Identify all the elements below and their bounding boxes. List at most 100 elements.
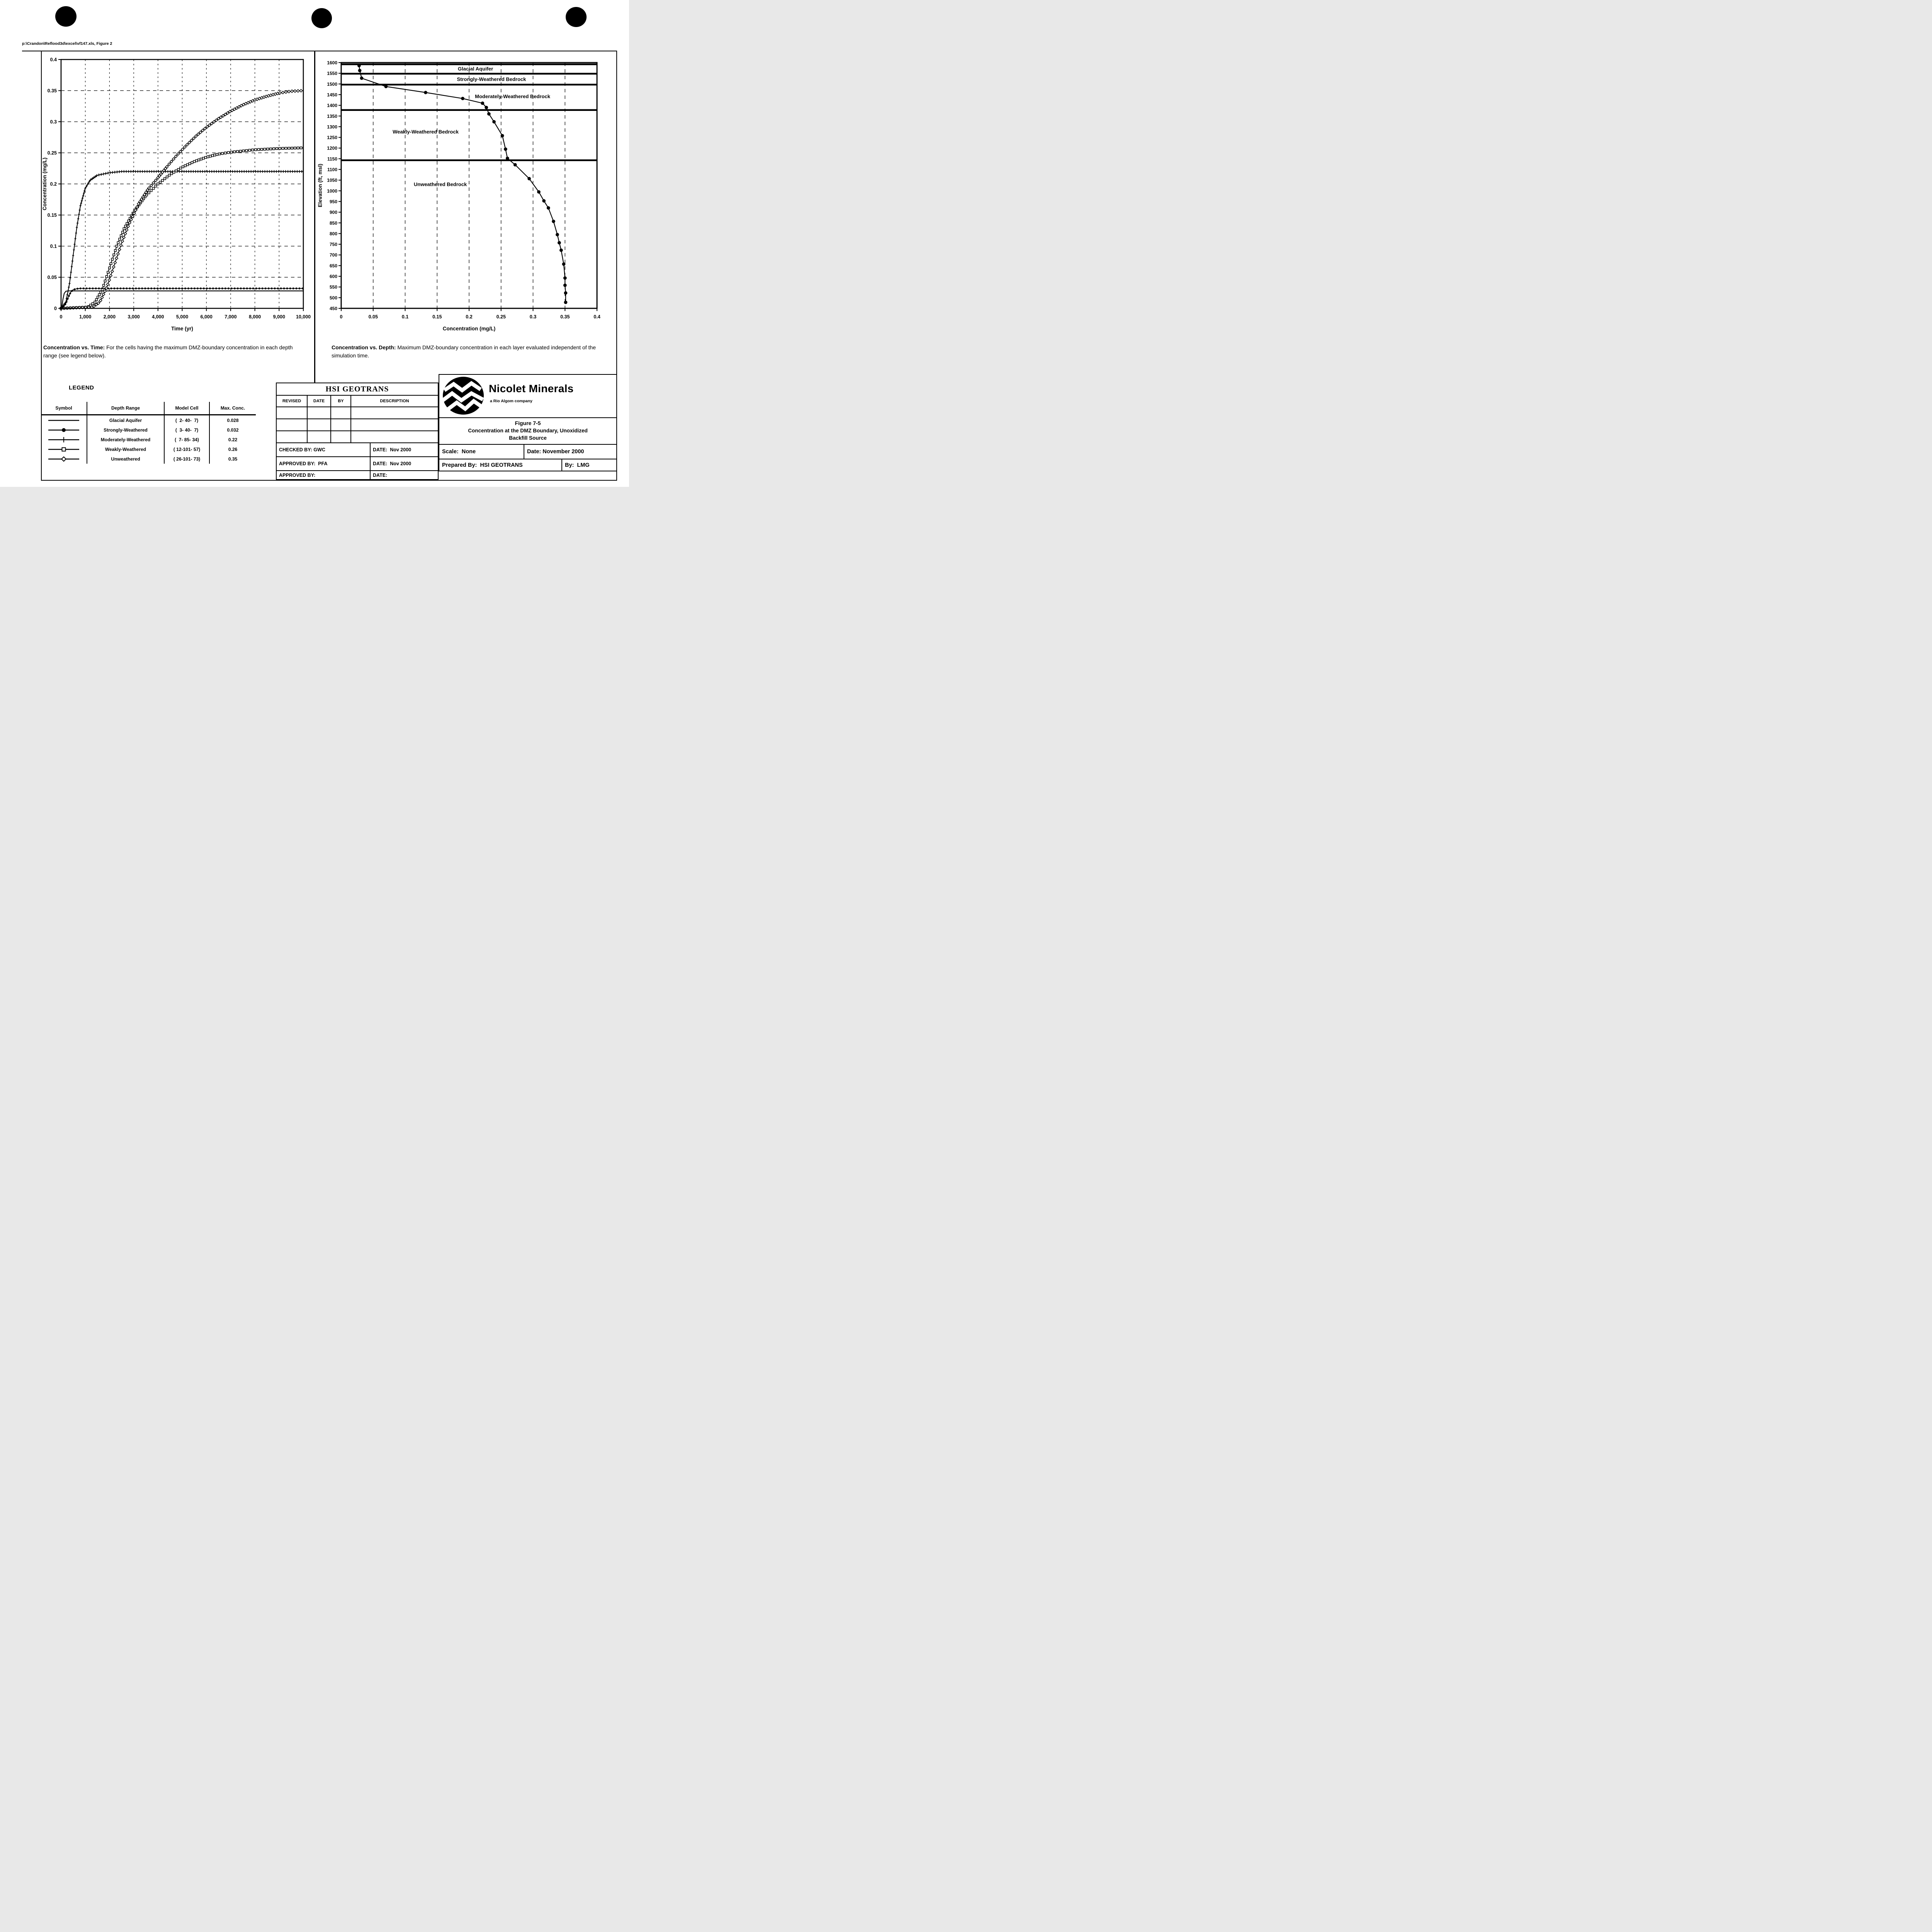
figure-title-line-2: Backfill Source	[509, 435, 547, 441]
scale-date-row: Scale: None Date: November 2000	[439, 445, 616, 459]
square-open-symbol-icon	[48, 447, 79, 451]
revision-block: HSI GEOTRANS REVISED DATE BY DESCRIPTION…	[276, 383, 439, 480]
legend-depth-range: Glacial Aquifer	[87, 415, 164, 425]
svg-text:1350: 1350	[327, 114, 337, 119]
revision-empty-row	[277, 407, 438, 419]
revision-empty-cell	[277, 407, 307, 418]
revision-empty-row	[277, 431, 438, 443]
figure-frame	[41, 51, 617, 481]
svg-text:1250: 1250	[327, 135, 337, 140]
file-path-header: p:\Crandon\Reflood3d\excel\vf147.xls, Fi…	[22, 41, 115, 51]
line-symbol-icon	[48, 420, 79, 421]
scale-label: Scale: None	[442, 449, 476, 455]
svg-text:1500: 1500	[327, 82, 337, 87]
approved-by-label-2: APPROVED BY:	[279, 472, 316, 478]
revision-empty-row	[277, 419, 438, 431]
left-caption-lead: Concentration vs. Time:	[43, 344, 105, 350]
legend-max-conc: 0.35	[209, 454, 256, 464]
svg-text:10,000: 10,000	[296, 314, 311, 320]
revision-empty-cell	[307, 431, 330, 442]
binder-hole	[566, 7, 587, 27]
legend-title: LEGEND	[69, 384, 94, 391]
legend-symbol-cell	[41, 425, 87, 435]
svg-text:0: 0	[54, 306, 57, 311]
svg-text:950: 950	[330, 199, 337, 204]
svg-text:Concentration (mg/L): Concentration (mg/L)	[42, 158, 48, 211]
svg-text:Unweathered Bedrock: Unweathered Bedrock	[414, 182, 467, 187]
svg-text:0.2: 0.2	[466, 314, 472, 320]
right-caption-lead: Concentration vs. Depth:	[332, 344, 396, 350]
legend-symbol-cell	[41, 444, 87, 454]
svg-text:Moderately-Weathered Bedrock: Moderately-Weathered Bedrock	[475, 94, 551, 99]
svg-text:2,000: 2,000	[104, 314, 116, 320]
svg-text:Weakly-Weathered Bedrock: Weakly-Weathered Bedrock	[393, 129, 459, 135]
diamond-open-symbol-icon	[48, 456, 79, 462]
svg-text:3,000: 3,000	[128, 314, 139, 320]
svg-text:1450: 1450	[327, 92, 337, 97]
svg-text:0.15: 0.15	[48, 213, 57, 218]
legend-header-row: Symbol Depth Range Model Cell Max. Conc.	[41, 402, 256, 415]
revision-empty-cell	[277, 419, 307, 430]
legend-model-cell: ( 2- 40- 7)	[164, 415, 209, 425]
legend-depth-range: Unweathered	[87, 454, 164, 464]
legend-table: Symbol Depth Range Model Cell Max. Conc. Gla…	[41, 402, 256, 464]
legend-row: Strongly-Weathered( 3- 40- 7) 0.032	[41, 425, 256, 435]
legend-header-cell: Model Cell	[164, 402, 209, 415]
svg-text:0.15: 0.15	[432, 314, 442, 320]
legend-symbol-cell	[41, 435, 87, 444]
revision-empty-cell	[277, 431, 307, 442]
legend-model-cell: ( 7- 85- 34)	[164, 435, 209, 444]
legend-depth-range: Strongly-Weathered	[87, 425, 164, 435]
svg-text:Strongly-Weathered Bedrock: Strongly-Weathered Bedrock	[457, 77, 526, 82]
svg-text:1550: 1550	[327, 71, 337, 76]
left-caption-text: For the cells having the maximum DMZ-bou…	[43, 344, 293, 359]
circle-filled-symbol-icon	[48, 428, 79, 432]
revision-empty-cell	[330, 431, 350, 442]
approved-by-row-2: APPROVED BY: DATE:	[277, 471, 438, 479]
checked-by-row: CHECKED BY: GWC DATE: Nov 2000	[277, 443, 438, 457]
svg-text:0.4: 0.4	[594, 314, 600, 320]
svg-text:0.05: 0.05	[48, 275, 57, 280]
revision-col-revised: REVISED	[282, 399, 301, 403]
svg-text:Time (yr): Time (yr)	[171, 326, 193, 332]
prepared-by-label: Prepared By: HSI GEOTRANS	[442, 462, 523, 468]
title-block: Nicolet Minerals a Rio Algom company Fig…	[439, 374, 617, 471]
legend-max-conc: 0.032	[209, 425, 256, 435]
svg-text:650: 650	[330, 263, 337, 269]
svg-text:0.2: 0.2	[50, 182, 57, 187]
legend-max-conc: 0.028	[209, 415, 256, 425]
svg-text:600: 600	[330, 274, 337, 279]
center-divider	[314, 51, 315, 383]
legend-row: Unweathered( 26-101- 73) 0.35	[41, 454, 256, 464]
legend-symbol-cell	[41, 454, 87, 464]
legend-header-cell: Symbol	[41, 402, 87, 415]
svg-text:1600: 1600	[327, 60, 337, 66]
revision-col-by: BY	[330, 396, 350, 406]
svg-text:0.35: 0.35	[560, 314, 570, 320]
svg-text:750: 750	[330, 242, 337, 247]
binder-hole	[55, 6, 77, 27]
revision-col-description: DESCRIPTION	[350, 396, 438, 406]
svg-text:8,000: 8,000	[249, 314, 261, 320]
right-caption-text: Maximum DMZ-boundary concentration in ea…	[332, 344, 596, 359]
revision-company: HSI GEOTRANS	[325, 384, 389, 393]
approved-date-label-2: DATE:	[370, 471, 438, 479]
right-chart-caption: Concentration vs. Depth: Maximum DMZ-bou…	[332, 344, 611, 360]
legend-header-cell: Depth Range	[87, 402, 164, 415]
legend-row: Glacial Aquifer( 2- 40- 7) 0.028	[41, 415, 256, 425]
svg-text:4,000: 4,000	[152, 314, 164, 320]
legend-row: Weakly-Weathered( 12-101- 57) 0.26	[41, 444, 256, 454]
svg-text:550: 550	[330, 284, 337, 290]
company-name: Nicolet Minerals	[489, 383, 574, 395]
figure-page: p:\Crandon\Reflood3d\excel\vf147.xls, Fi…	[0, 0, 629, 487]
concentration-vs-depth-chart: Glacial Aquifer Strongly-Weathered Bedroc…	[317, 60, 600, 332]
company-tagline: a Rio Algom company	[490, 399, 532, 403]
svg-text:9,000: 9,000	[273, 314, 285, 320]
revision-empty-cell	[307, 419, 330, 430]
legend-depth-range: Moderately-Weathered	[87, 435, 164, 444]
binder-hole	[311, 8, 332, 28]
date-label: Date: November 2000	[524, 445, 616, 459]
revision-empty-cell	[307, 407, 330, 418]
legend-model-cell: ( 12-101- 57)	[164, 444, 209, 454]
svg-text:0.35: 0.35	[48, 88, 57, 94]
